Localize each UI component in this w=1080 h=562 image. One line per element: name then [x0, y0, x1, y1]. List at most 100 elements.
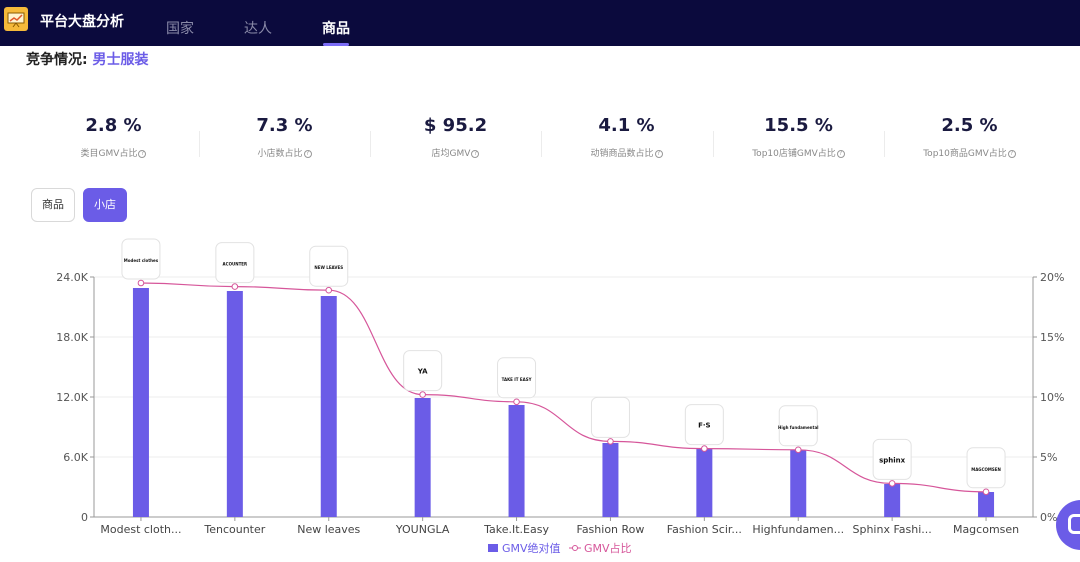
stat-active-product-share: 4.1 % 动销商品数占比? [541, 112, 712, 159]
stat-shop-count-share: 7.3 % 小店数占比? [199, 112, 370, 159]
line-point [325, 286, 333, 294]
line-point [794, 446, 802, 454]
x-tick-label: Highfundamen... [752, 523, 844, 536]
x-tick-label: YOUNGLA [395, 523, 450, 536]
shop-logo-text: ACOUNTER [223, 262, 248, 267]
help-icon[interactable]: ? [138, 149, 147, 158]
y-left-tick-label: 18.0K [56, 331, 88, 344]
stat-label: 店均GMV [431, 149, 471, 159]
stat-value: 15.5 % [764, 115, 833, 136]
line-point [231, 283, 239, 290]
chat-icon [1068, 514, 1080, 534]
bar [884, 484, 901, 517]
y-right-tick-label: 10% [1040, 391, 1064, 404]
bar [132, 288, 149, 517]
y-right-tick-label: 5% [1040, 451, 1057, 464]
y-left-tick-label: 6.0K [63, 451, 88, 464]
line-point [513, 398, 520, 406]
line-point [888, 480, 896, 487]
shop-logo-text: F·S [698, 422, 710, 430]
app-logo-icon [4, 7, 28, 31]
x-tick-label: New leaves [297, 523, 360, 536]
legend-bar-swatch [488, 544, 498, 552]
bar [414, 398, 431, 517]
stat-avg-shop-gmv: $ 95.2 店均GMV? [370, 112, 541, 159]
stat-label: 类目GMV占比 [80, 149, 138, 159]
shop-logo-text: sphinx [879, 456, 906, 464]
divider [370, 131, 371, 157]
shop-logo-card [590, 396, 630, 438]
stat-top10-product-share: 2.5 % Top10商品GMV占比? [884, 112, 1055, 159]
help-icon[interactable]: ? [303, 149, 312, 158]
line-point [607, 438, 614, 445]
gmv-share-line [140, 282, 987, 493]
gmv-chart: 0 6.0K 12.0K 18.0K 24.0K 0% 5% 10% 15% 20% Modest … [56, 238, 1064, 555]
shop-logo-card: YA [403, 350, 443, 392]
stat-label: 动销商品数占比 [590, 149, 654, 159]
bar [320, 296, 337, 517]
divider [884, 131, 885, 157]
bar [790, 450, 807, 517]
tab-product[interactable]: 商品 [322, 21, 350, 37]
x-tick-label: Fashion Scir... [667, 523, 742, 536]
shop-logo-card: High fundamental [778, 405, 819, 447]
section-label: 竞争情况: [26, 52, 88, 68]
divider [199, 131, 200, 157]
top-nav-bar: 平台大盘分析 国家 达人 商品 [0, 0, 1080, 46]
shop-logo-card: MAGCOMSEN [966, 447, 1006, 489]
stat-value: 2.8 % [85, 115, 142, 136]
shop-logo-text: Modest clothes [124, 258, 159, 263]
stat-label: 小店数占比 [257, 149, 303, 159]
bar [226, 291, 243, 517]
line-point [982, 488, 990, 496]
y-left-tick-label: 24.0K [56, 271, 88, 284]
stat-label: Top10商品GMV占比 [923, 149, 1007, 159]
shop-logo-card: ACOUNTER [215, 242, 255, 284]
legend-line-marker [572, 545, 578, 551]
shop-logo-text: NEW LEAVES [314, 265, 343, 270]
shop-logo-text: High fundamental [778, 425, 819, 430]
y-right-tick-label: 0% [1040, 511, 1057, 524]
y-left-tick-label: 0 [81, 511, 88, 524]
active-tab-indicator [323, 43, 349, 46]
shop-logo-card: Modest clothes [121, 238, 161, 280]
x-tick-label: Sphinx Fashi... [853, 523, 932, 536]
y-right-tick-label: 15% [1040, 331, 1064, 344]
y-left-tick-label: 12.0K [56, 391, 88, 404]
shop-logo-card: sphinx [872, 438, 912, 480]
divider [713, 131, 714, 157]
bar [978, 492, 995, 517]
shop-logo-card: TAKE IT EASY [497, 357, 537, 399]
help-icon[interactable]: ? [1007, 149, 1016, 158]
x-tick-label: Take.It.Easy [483, 523, 549, 536]
stat-value: $ 95.2 [423, 115, 488, 136]
stat-label: Top10店铺GMV占比 [752, 149, 836, 159]
shop-logo-text: MAGCOMSEN [971, 467, 1001, 472]
help-icon[interactable]: ? [471, 149, 480, 158]
x-tick-label: Fashion Row [577, 523, 645, 536]
stat-value: 4.1 % [598, 115, 655, 136]
toggle-products-button[interactable]: 商品 [31, 188, 75, 222]
bar [602, 443, 619, 517]
line-point [137, 279, 145, 287]
category-name: 男士服装 [92, 52, 149, 68]
legend-line-label: GMV占比 [584, 541, 632, 555]
stat-category-gmv-share: 2.8 % 类目GMV占比? [28, 112, 199, 159]
shop-logo-card: NEW LEAVES [309, 245, 349, 287]
tab-influencer[interactable]: 达人 [244, 21, 272, 37]
bar [696, 449, 713, 517]
tab-country[interactable]: 国家 [166, 21, 194, 37]
stat-top10-shop-share: 15.5 % Top10店铺GMV占比? [713, 112, 884, 159]
shop-logo-text: TAKE IT EASY [502, 377, 532, 382]
app-title: 平台大盘分析 [40, 14, 124, 30]
help-icon[interactable]: ? [654, 149, 663, 158]
help-icon[interactable]: ? [836, 149, 845, 158]
x-tick-label: Tencounter [203, 523, 265, 536]
toggle-shops-button[interactable]: 小店 [83, 188, 127, 222]
bar [508, 405, 525, 517]
stat-value: 7.3 % [256, 115, 313, 136]
x-tick-label: Magcomsen [953, 523, 1019, 536]
legend-bar-label: GMV绝对值 [502, 541, 561, 555]
line-point [701, 445, 708, 452]
divider [541, 131, 542, 157]
